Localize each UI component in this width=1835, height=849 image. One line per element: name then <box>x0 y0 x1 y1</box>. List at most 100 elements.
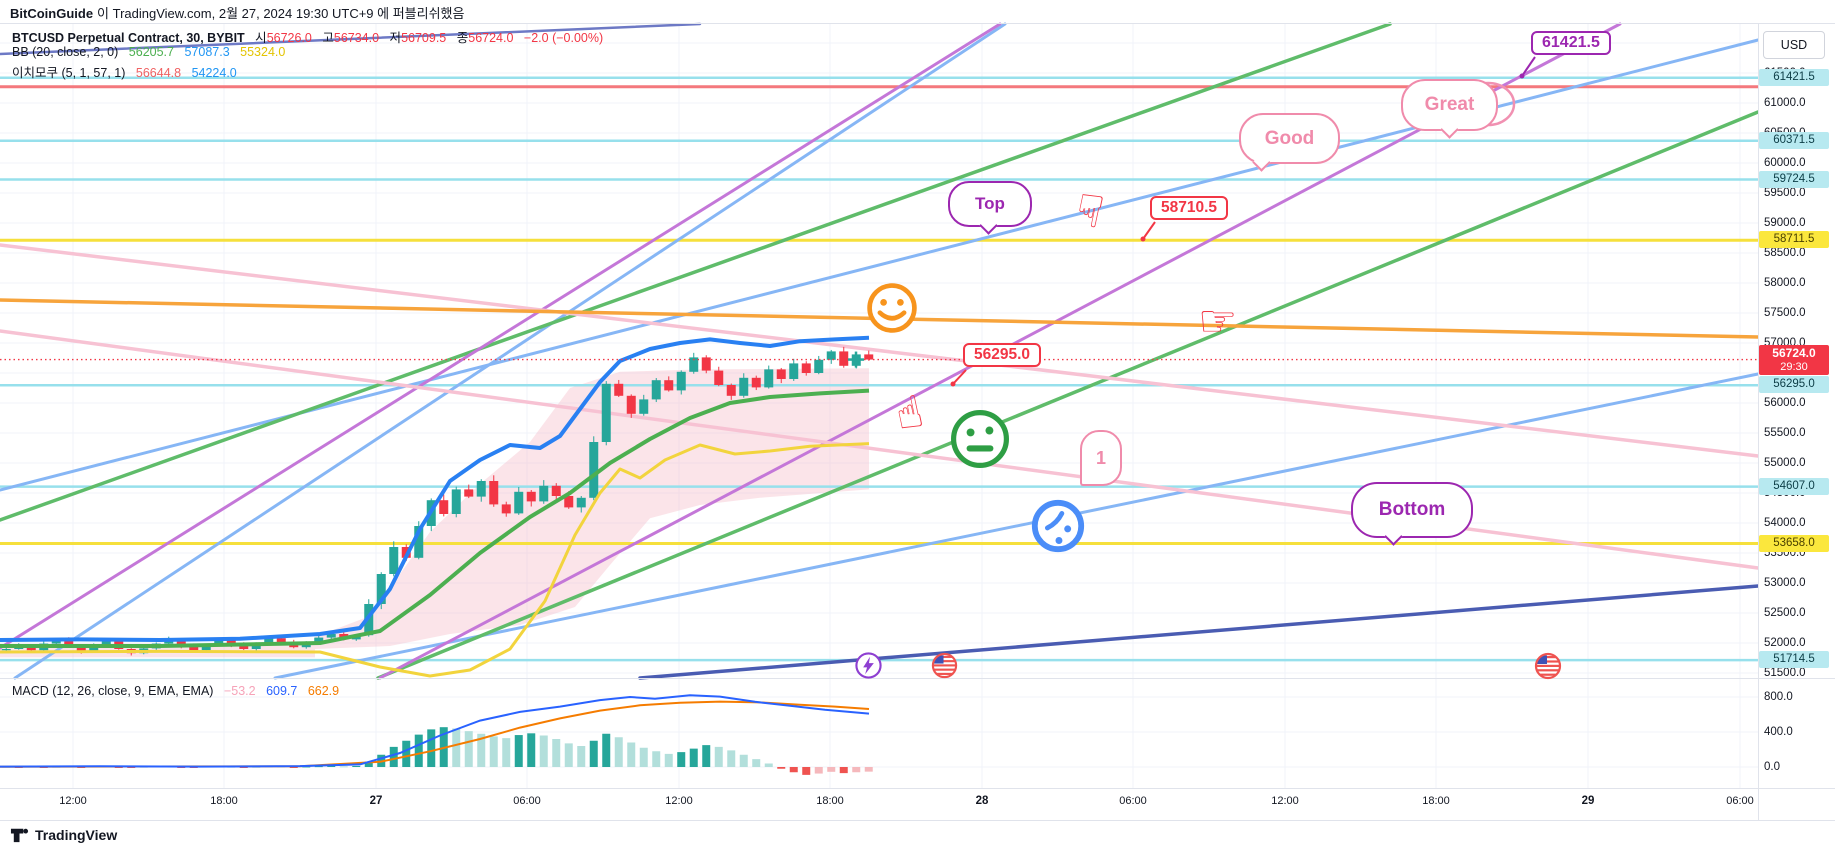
price-axis-label: 58000.0 <box>1764 277 1806 289</box>
macd-signal-value: 662.9 <box>307 684 340 698</box>
time-axis-label[interactable]: 18:00 <box>1422 795 1450 807</box>
bb-legend-row: BB (20, close, 2, 0) 56205.7 57087.3 553… <box>12 45 292 59</box>
macd-legend-row: MACD (12, 26, close, 9, EMA, EMA) −53.2 … <box>12 684 346 698</box>
price-note-58710[interactable]: 58710.5 <box>1150 196 1229 220</box>
open-label: 시 <box>255 31 267 45</box>
dizzy-clock-icon[interactable] <box>1029 497 1087 560</box>
time-axis-label[interactable]: 29 <box>1581 795 1595 807</box>
us-flag-icon[interactable] <box>1533 651 1563 686</box>
price-level-badge: 58711.5 <box>1759 231 1829 248</box>
high-label: 고 <box>322 31 334 45</box>
bubble-bottom[interactable]: Bottom <box>1351 482 1473 546</box>
ichimoku-v2: 54224.0 <box>191 66 237 80</box>
time-axis-label[interactable]: 06:00 <box>1119 795 1147 807</box>
lightning-bolt-icon[interactable] <box>854 651 883 685</box>
price-level-badge: 53658.0 <box>1759 535 1829 552</box>
bubble-good-label: Good <box>1264 127 1315 149</box>
time-axis-label[interactable]: 12:00 <box>59 795 87 807</box>
price-level-badge: 61421.5 <box>1759 69 1829 86</box>
macd-line-value: 609.7 <box>266 684 298 698</box>
bubble-top[interactable]: Top <box>948 181 1032 235</box>
symbol-legend-row: BTCUSD Perpetual Contract, 30, BYBIT 시56… <box>12 27 610 46</box>
price-level-badge: 56295.0 <box>1759 376 1829 393</box>
bubble-bottom-label: Bottom <box>1378 499 1446 520</box>
price-note-56295[interactable]: 56295.0 <box>963 343 1042 367</box>
price-axis-label: 60000.0 <box>1764 157 1806 169</box>
close-value: 56724.0 <box>468 31 514 45</box>
price-level-badge: 54607.0 <box>1759 478 1829 495</box>
macd-title[interactable]: MACD (12, 26, close, 9, EMA, EMA) <box>12 684 214 698</box>
publish-info: 이 TradingView.com, 2월 27, 2024 19:30 UTC… <box>97 6 465 21</box>
smiley-face-icon[interactable] <box>864 280 920 341</box>
watermark-brand: TradingView <box>35 826 118 843</box>
bubble-great[interactable]: Great <box>1401 79 1498 139</box>
time-axis-label[interactable]: 18:00 <box>816 795 844 807</box>
punch-hand-icon[interactable]: ☞ <box>1198 296 1238 347</box>
tradingview-watermark[interactable]: TradingView <box>10 825 117 844</box>
time-axis-label[interactable]: 06:00 <box>1726 795 1754 807</box>
price-axis-label: 52000.0 <box>1764 637 1806 649</box>
time-axis-label[interactable]: 18:00 <box>210 795 238 807</box>
price-axis-label: 59500.0 <box>1764 187 1806 199</box>
last-price-badge: 56724.0 29:30 <box>1759 345 1829 375</box>
price-axis-label: 52500.0 <box>1764 607 1806 619</box>
price-axis-label: 61000.0 <box>1764 97 1806 109</box>
macd-hist-value: −53.2 <box>223 684 256 698</box>
bubble-good[interactable]: Good <box>1239 113 1340 172</box>
bb-upper: 57087.3 <box>184 45 230 59</box>
axis-vertical-divider <box>1758 24 1759 820</box>
macd-axis-label: 400.0 <box>1764 726 1793 738</box>
time-axis-label[interactable]: 28 <box>975 795 989 807</box>
bubble-one-label: 1 <box>1095 447 1106 468</box>
time-axis-label[interactable]: 06:00 <box>513 795 541 807</box>
bb-basis: 56205.7 <box>128 45 174 59</box>
ichimoku-v1: 56644.8 <box>135 66 182 80</box>
ichimoku-title[interactable]: 이치모쿠 (5, 1, 57, 1) <box>12 66 126 80</box>
bb-lower: 55324.0 <box>240 45 286 59</box>
price-level-badge: 51714.5 <box>1759 651 1829 668</box>
change-value: −2.0 (−0.00%) <box>523 31 604 45</box>
us-flag-icon[interactable] <box>930 651 959 685</box>
bar-countdown: 29:30 <box>1780 361 1808 373</box>
time-axis-label[interactable]: 27 <box>369 795 383 807</box>
price-axis-label: 57500.0 <box>1764 307 1806 319</box>
low-label: 저 <box>389 31 402 45</box>
low-value: 56709.5 <box>401 31 447 45</box>
close-label: 종 <box>456 31 469 45</box>
price-axis-label: 53000.0 <box>1764 577 1806 589</box>
neutral-face-icon[interactable] <box>947 406 1013 477</box>
time-axis-label[interactable]: 12:00 <box>1271 795 1299 807</box>
currency-button[interactable]: USD <box>1763 31 1825 59</box>
macd-axis-label: 0.0 <box>1764 761 1780 773</box>
price-axis-label: 51500.0 <box>1764 667 1806 679</box>
time-axis-divider <box>0 788 1835 789</box>
price-axis-label: 56000.0 <box>1764 397 1806 409</box>
high-value: 56734.0 <box>333 31 380 45</box>
tradingview-logo-icon <box>10 828 29 843</box>
price-level-badge: 60371.5 <box>1759 132 1829 149</box>
footer-divider <box>0 820 1835 821</box>
price-axis-label: 58500.0 <box>1764 247 1806 259</box>
header-divider <box>0 23 1835 24</box>
price-axis-label: 55500.0 <box>1764 427 1806 439</box>
price-note-61421[interactable]: 61421.5 <box>1531 31 1611 55</box>
publisher-name: BitCoinGuide <box>10 6 94 21</box>
bubble-great-label: Great <box>1424 94 1475 115</box>
published-bar: BitCoinGuide 이 TradingView.com, 2월 27, 20… <box>10 3 464 22</box>
bb-title[interactable]: BB (20, close, 2, 0) <box>12 45 119 59</box>
price-axis-label: 55000.0 <box>1764 457 1806 469</box>
price-axis-panel[interactable] <box>1758 24 1835 820</box>
open-value: 56726.0 <box>266 31 312 45</box>
price-level-badge: 59724.5 <box>1759 171 1829 188</box>
price-axis-label: 54000.0 <box>1764 517 1806 529</box>
symbol-title[interactable]: BTCUSD Perpetual Contract, 30, BYBIT <box>12 31 245 45</box>
last-price-value: 56724.0 <box>1772 346 1816 360</box>
price-axis-label: 59000.0 <box>1764 217 1806 229</box>
macd-axis-label: 800.0 <box>1764 691 1793 703</box>
pane-divider[interactable] <box>0 678 1835 679</box>
ichimoku-legend-row: 이치모쿠 (5, 1, 57, 1) 56644.8 54224.0 <box>12 62 244 81</box>
time-axis-label[interactable]: 12:00 <box>665 795 693 807</box>
bubble-one[interactable]: 1 <box>1080 430 1122 486</box>
bubble-top-label: Top <box>975 194 1005 213</box>
